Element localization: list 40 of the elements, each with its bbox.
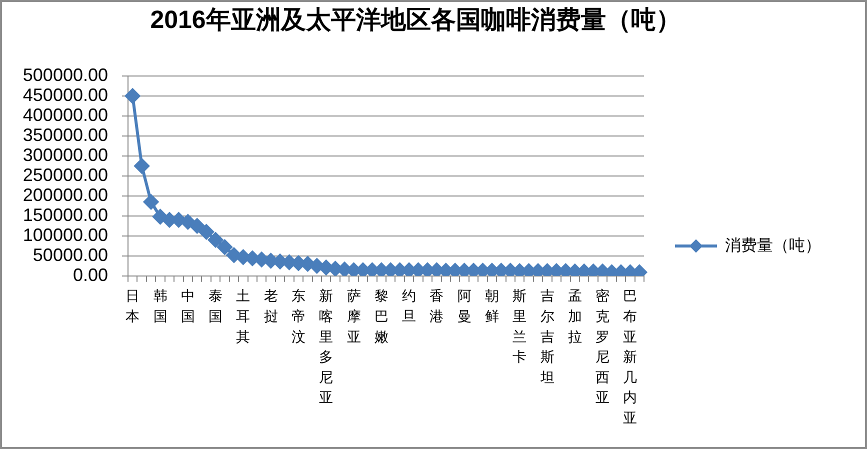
point [190, 218, 205, 234]
y-tick-label: 100000.00 [22, 224, 108, 245]
x-tick-label: 韩国 [153, 288, 168, 326]
point [152, 209, 168, 224]
x-tick-label: 香港 [430, 288, 444, 326]
x-tick-label: 吉尔吉斯坦 [539, 288, 554, 386]
y-tick-label: 200000.00 [22, 184, 108, 205]
x-tick-label: 阿曼 [457, 290, 472, 326]
x-tick-label: 斯里兰卡 [512, 288, 527, 366]
x-tick-label: 老挝 [264, 288, 278, 326]
y-tick-label: 250000.00 [22, 164, 108, 185]
point [217, 240, 232, 255]
y-tick-label: 150000.00 [22, 204, 108, 225]
x-tick-label: 孟加拉 [568, 288, 582, 346]
point [208, 232, 224, 248]
y-tick-label: 0.00 [72, 264, 108, 285]
y-tick-label: 50000.00 [32, 244, 108, 265]
point [144, 194, 159, 210]
x-tick-label: 中国 [180, 288, 195, 326]
y-tick-label: 450000.00 [22, 84, 108, 105]
y-tick-label: 350000.00 [22, 124, 108, 145]
x-tick-label: 东帝汶 [291, 288, 306, 346]
point [180, 214, 196, 230]
x-tick-label: 黎巴嫩 [374, 288, 388, 346]
legend-label: 消费量（吨） [725, 236, 821, 254]
x-tick-label: 密克罗尼西亚 [596, 288, 610, 406]
y-tick-label: 500000.00 [22, 64, 108, 85]
point [198, 224, 214, 240]
x-tick-label: 日本 [126, 290, 140, 326]
x-tick-label: 萨摩亚 [346, 288, 361, 346]
y-tick-label: 400000.00 [22, 104, 108, 125]
x-tick-label: 朝鲜 [484, 288, 499, 326]
chart-title: 2016年亚洲及太平洋地区各国咖啡消费量（吨） [150, 6, 681, 34]
x-tick-label: 泰国 [208, 288, 223, 326]
x-tick-label: 土耳其 [236, 288, 250, 346]
x-tick-label: 新喀里多尼亚 [319, 288, 334, 406]
x-tick-label: 巴布亚新几内亚 [623, 290, 638, 427]
x-tick-label: 约旦 [402, 288, 416, 326]
y-tick-label: 300000.00 [22, 144, 108, 165]
point [134, 158, 150, 174]
